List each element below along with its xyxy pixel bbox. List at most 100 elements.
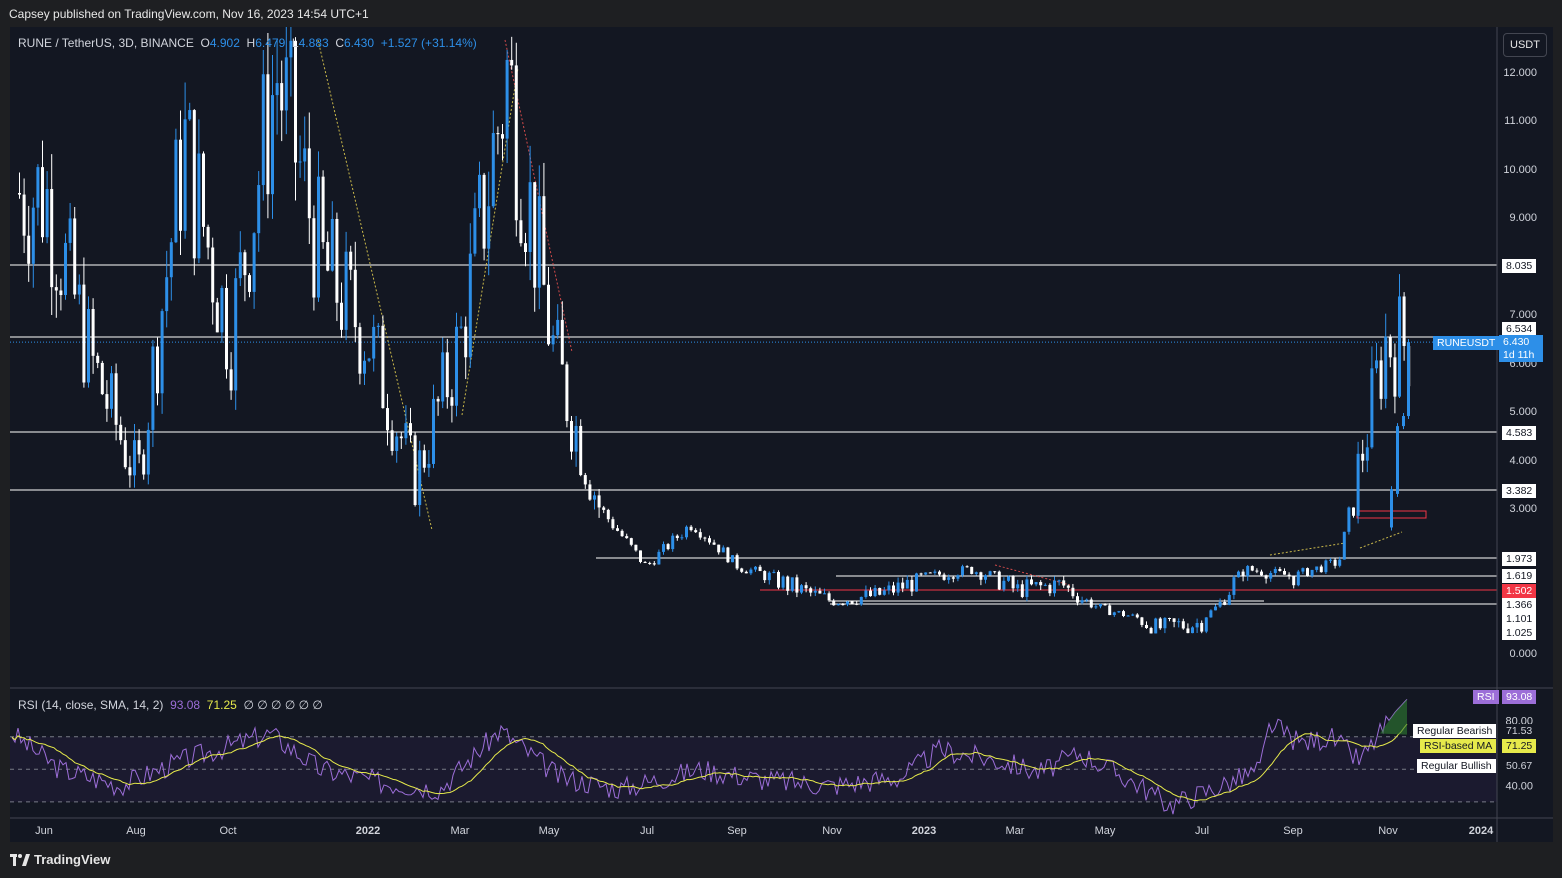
candle-body <box>215 302 219 333</box>
candle <box>363 351 366 385</box>
candle <box>436 396 440 416</box>
candle-body <box>335 218 339 303</box>
currency-button[interactable]: USDT <box>1503 33 1547 57</box>
candle <box>432 384 435 469</box>
candle-body <box>1379 360 1383 399</box>
candle-body <box>1306 568 1309 576</box>
candle-body <box>22 194 26 236</box>
candle-body <box>514 65 518 221</box>
candle-body <box>100 362 104 395</box>
x-tick-label: 2023 <box>912 825 936 837</box>
x-tick-label: Sep <box>1283 825 1303 837</box>
candle-body <box>1264 575 1268 579</box>
candle-body <box>1053 580 1056 594</box>
candle-body <box>1103 603 1107 606</box>
candle <box>1379 346 1383 410</box>
candle-body <box>41 167 44 238</box>
candle <box>648 561 652 565</box>
x-tick-label: Jul <box>640 825 654 837</box>
candle <box>1080 596 1084 605</box>
candle-body <box>1071 587 1075 597</box>
candle <box>1066 584 1070 593</box>
candle-body <box>731 555 734 563</box>
candle-body <box>110 373 113 409</box>
candle <box>887 581 891 595</box>
candle-body <box>887 585 891 591</box>
candle <box>606 508 610 523</box>
candle <box>1306 567 1309 577</box>
candle <box>878 587 882 596</box>
candle <box>965 565 969 568</box>
candle <box>349 245 353 281</box>
candle <box>800 584 803 595</box>
candle-body <box>197 153 201 259</box>
candle <box>422 444 426 473</box>
close-value: 6.430 <box>343 36 375 50</box>
candle-body <box>754 566 757 570</box>
level-label-3382: 3.382 <box>1502 484 1537 498</box>
candle <box>919 572 923 577</box>
candle <box>570 416 573 460</box>
candle <box>781 575 785 590</box>
candle-body <box>156 346 159 394</box>
candle <box>915 572 918 592</box>
candle <box>54 274 58 318</box>
candle-body <box>579 425 583 476</box>
y-tick-label: 3.000 <box>1509 503 1537 515</box>
candle-body <box>744 571 748 574</box>
candle <box>625 533 629 539</box>
candle <box>146 422 150 485</box>
symbol-name: RUNE / TetherUS, 3D, BINANCE <box>18 36 194 50</box>
candle-body <box>910 579 914 592</box>
candle-body <box>1089 599 1093 608</box>
candle-body <box>528 182 532 252</box>
candle <box>1011 575 1015 593</box>
rsi-ma-label: RSI-based MA <box>1420 739 1497 753</box>
candle-body <box>823 593 826 595</box>
candle-body <box>266 74 270 195</box>
candle-body <box>450 397 454 406</box>
candle <box>87 296 90 388</box>
candle <box>910 576 914 597</box>
candle-body <box>280 83 284 111</box>
candle-body <box>1227 594 1231 605</box>
candle-body <box>77 284 81 295</box>
candle-body <box>869 590 872 597</box>
candle-body <box>36 167 40 208</box>
footer-brand[interactable]: TradingView <box>10 852 110 867</box>
candle-body <box>1163 617 1167 629</box>
regular-bearish-value: 71.53 <box>1502 724 1537 738</box>
candle <box>271 54 274 219</box>
candle-body <box>1296 571 1300 586</box>
candle-body <box>763 571 767 581</box>
candle-body <box>685 526 688 538</box>
candle <box>671 533 675 552</box>
candle <box>482 172 486 261</box>
candle-body <box>1117 611 1121 613</box>
candle-body <box>1241 571 1245 577</box>
candle <box>712 539 716 545</box>
candle-body <box>165 277 169 312</box>
candle-body <box>473 208 477 254</box>
candle <box>1292 575 1296 589</box>
candle-body <box>1324 560 1328 573</box>
candle-body <box>924 572 928 575</box>
candle <box>1172 618 1176 628</box>
candle-layer <box>18 27 1411 634</box>
candle <box>31 197 35 288</box>
candle-body <box>1347 507 1351 532</box>
candle-body <box>1329 559 1332 561</box>
candle-body <box>726 547 730 563</box>
candle <box>179 110 182 255</box>
candle-body <box>326 242 330 271</box>
candle-body <box>1218 602 1222 607</box>
candle <box>809 586 813 597</box>
candle <box>303 116 307 182</box>
candle-body <box>919 573 923 575</box>
candle <box>441 337 445 409</box>
y-tick-label: 9.000 <box>1509 212 1537 224</box>
candle-body <box>519 220 523 244</box>
candle <box>395 432 399 463</box>
candle-body <box>749 569 753 574</box>
